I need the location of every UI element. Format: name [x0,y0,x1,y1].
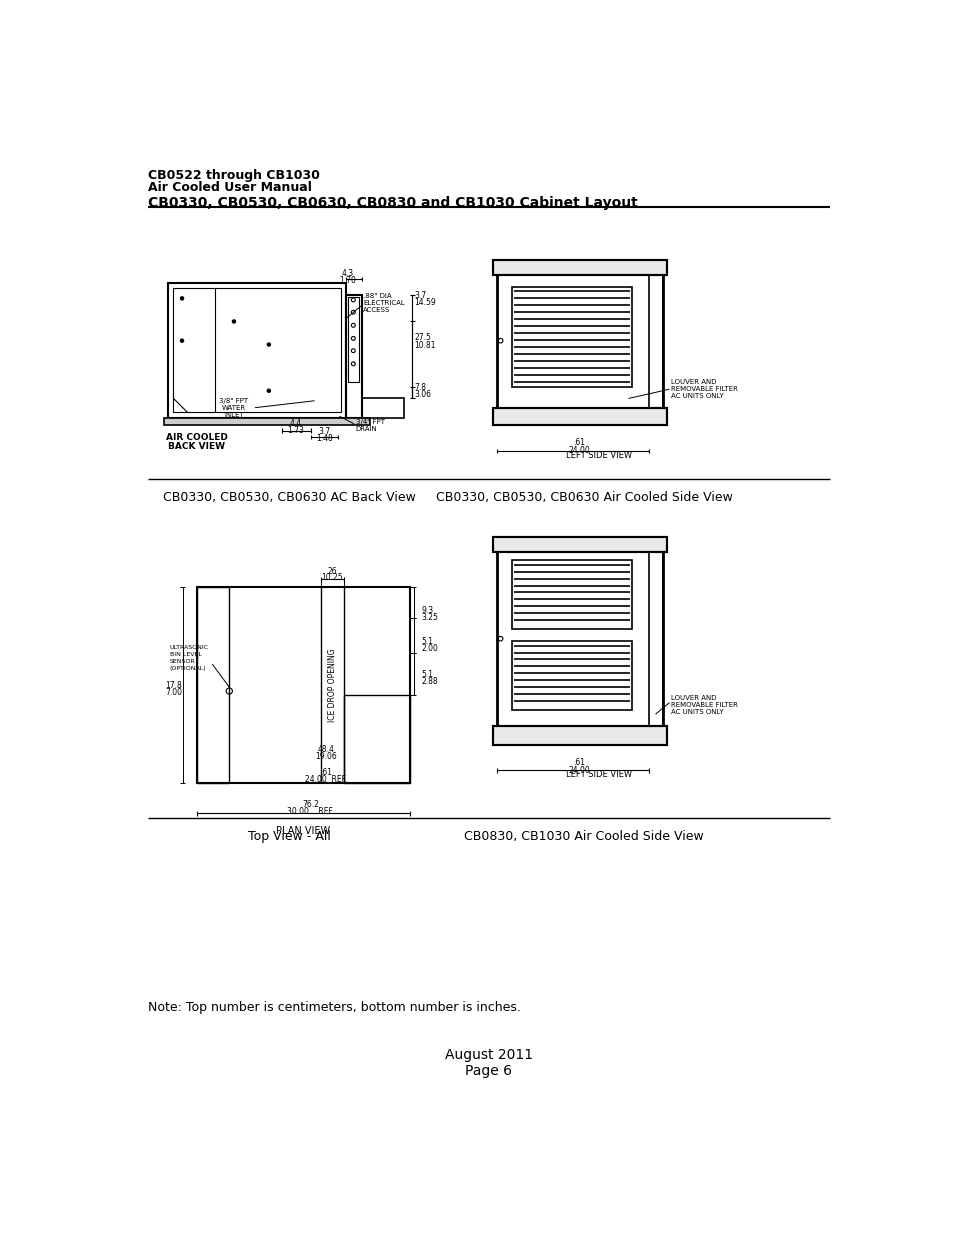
Text: LOUVER AND: LOUVER AND [670,379,716,385]
Bar [361,399,404,417]
Circle shape [267,343,270,346]
Bar [164,417,369,425]
Text: 27.5: 27.5 [415,333,431,342]
Circle shape [267,389,270,393]
Text: BIN LEVEL: BIN LEVEL [170,652,201,657]
Circle shape [180,296,183,300]
Text: 1.73: 1.73 [287,426,304,435]
Bar [348,296,358,382]
Bar [493,408,666,425]
Bar [493,259,666,275]
Bar [512,287,632,387]
Text: CB0522 through CB1030: CB0522 through CB1030 [148,169,319,182]
Text: ELECTRICAL: ELECTRICAL [363,300,405,306]
Text: (OPTIONAL): (OPTIONAL) [170,666,206,671]
Text: SENSOR: SENSOR [170,658,195,663]
Text: 2.00: 2.00 [421,645,438,653]
Bar [173,288,340,412]
Text: AC UNITS ONLY: AC UNITS ONLY [670,709,723,715]
Text: 14.59: 14.59 [415,298,436,306]
Text: CB0830, CB1030 Air Cooled Side View: CB0830, CB1030 Air Cooled Side View [464,830,703,844]
Text: Note: Top number is centimeters, bottom number is inches.: Note: Top number is centimeters, bottom … [148,1002,520,1014]
Bar [493,408,666,425]
Text: .88" DIA: .88" DIA [363,293,392,299]
Text: DRAIN: DRAIN [355,426,377,432]
Text: .61: .61 [573,438,585,447]
Text: 2.88: 2.88 [421,677,437,687]
Bar [497,259,662,421]
Text: LEFT SIDE VIEW: LEFT SIDE VIEW [565,451,631,459]
Text: 7.00: 7.00 [165,688,182,697]
Text: .61: .61 [320,768,332,777]
Text: BACK VIEW: BACK VIEW [168,442,225,451]
Bar [493,537,666,552]
Circle shape [233,320,235,324]
Text: 3/8" FPT: 3/8" FPT [219,399,248,404]
Text: WATER: WATER [222,405,246,411]
Text: AIR COOLED: AIR COOLED [166,433,228,442]
Text: 5.1: 5.1 [421,671,433,679]
Text: 3.06: 3.06 [415,390,431,399]
Text: 10.81: 10.81 [415,341,436,350]
Bar [196,587,229,783]
Text: REMOVABLE FILTER: REMOVABLE FILTER [670,387,738,393]
Bar [493,726,666,745]
Bar [344,695,410,783]
Bar [196,587,410,783]
Bar [649,552,662,727]
Text: CB0330, CB0530, CB0630, CB0830 and CB1030 Cabinet Layout: CB0330, CB0530, CB0630, CB0830 and CB103… [148,196,637,210]
Text: August 2011: August 2011 [444,1047,533,1062]
Text: 48.4: 48.4 [317,745,335,753]
Text: 17.8: 17.8 [165,680,182,690]
Text: 30.00    REF.: 30.00 REF. [287,808,334,816]
Circle shape [180,340,183,342]
Text: 1.48: 1.48 [315,433,333,443]
Text: 3.7: 3.7 [415,290,426,300]
Bar [346,294,361,417]
Text: Top View - All: Top View - All [248,830,331,844]
Text: REMOVABLE FILTER: REMOVABLE FILTER [670,701,738,708]
Text: 5.1: 5.1 [421,637,433,646]
Bar [493,537,666,552]
Text: PLAN VIEW: PLAN VIEW [275,826,330,836]
Text: 3/4" FPT: 3/4" FPT [355,419,384,425]
Text: AC UNITS ONLY: AC UNITS ONLY [670,393,723,399]
Text: Page 6: Page 6 [465,1065,512,1078]
Text: 76.2: 76.2 [302,800,318,809]
Text: LEFT SIDE VIEW: LEFT SIDE VIEW [565,771,631,779]
Text: CB0330, CB0530, CB0630 AC Back View: CB0330, CB0530, CB0630 AC Back View [163,490,416,504]
Text: 4.3: 4.3 [341,269,354,278]
Text: Air Cooled User Manual: Air Cooled User Manual [148,182,312,194]
Text: 24.00: 24.00 [568,766,590,774]
Text: 10.25: 10.25 [321,573,343,582]
Text: ULTRASONIC: ULTRASONIC [170,645,209,650]
Text: 26: 26 [327,567,336,576]
Text: 7.8: 7.8 [415,383,426,391]
Text: LOUVER AND: LOUVER AND [670,695,716,701]
Text: ACCESS: ACCESS [363,306,390,312]
Bar [512,561,632,630]
Text: 3.25: 3.25 [421,614,438,622]
Text: 9.3: 9.3 [421,606,434,615]
Text: .61: .61 [573,758,585,767]
Text: 3.7: 3.7 [318,427,331,436]
Text: 1.70: 1.70 [339,275,355,285]
Text: 19.06: 19.06 [315,752,336,761]
Text: INLET: INLET [224,412,244,419]
Text: CB0330, CB0530, CB0630 Air Cooled Side View: CB0330, CB0530, CB0630 Air Cooled Side V… [436,490,732,504]
Text: 4.4: 4.4 [290,419,302,429]
Text: 24.00  REF.: 24.00 REF. [305,776,347,784]
Text: 24.00: 24.00 [568,446,590,456]
Bar [493,259,666,275]
Bar [649,275,662,410]
Text: ICE DROP OPENING: ICE DROP OPENING [328,648,336,721]
Bar [497,537,662,741]
Bar [493,726,666,745]
Bar [168,283,346,417]
Bar [512,641,632,710]
